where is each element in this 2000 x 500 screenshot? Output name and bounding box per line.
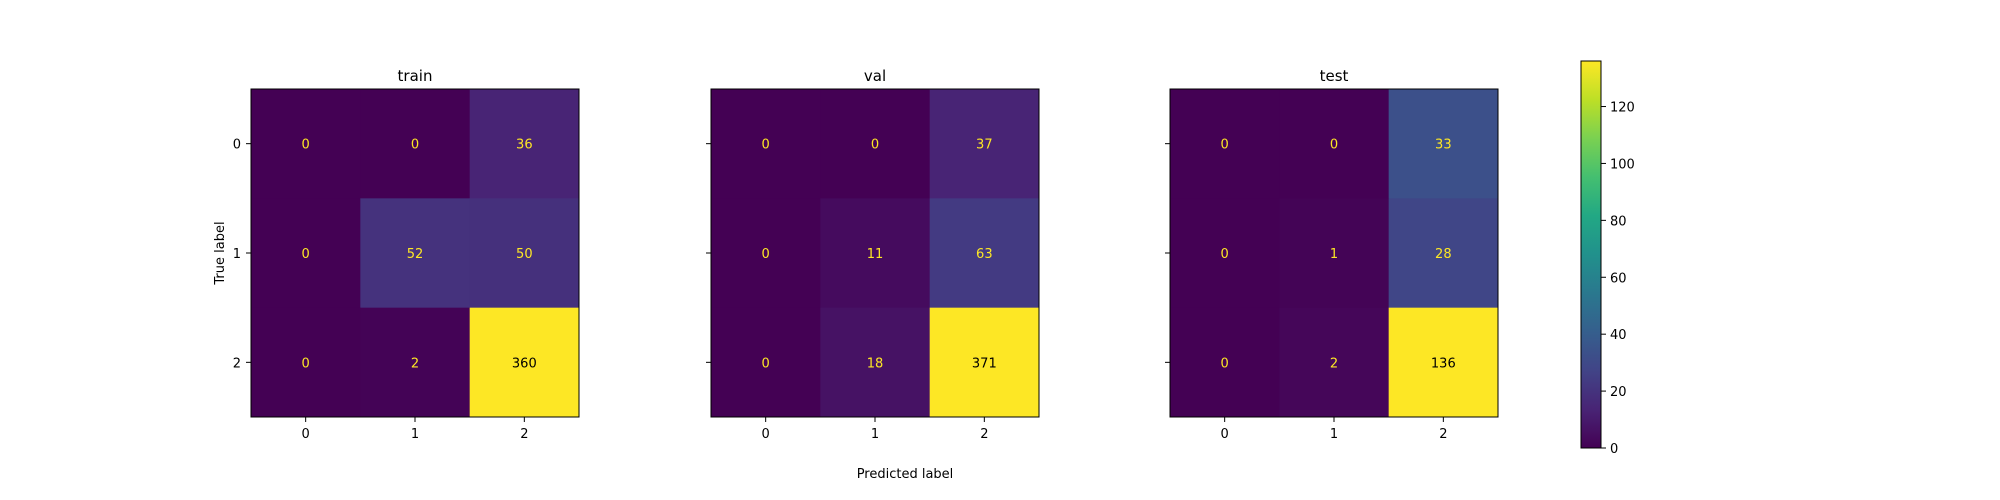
cell-value: 36 [516, 138, 533, 153]
colorbar-tick-label: 100 [1610, 157, 1635, 172]
heatmap-cell [360, 307, 471, 418]
cell-value: 52 [407, 247, 424, 262]
panel-val: 0 0 37 0 11 63 0 18 371 val 0 1 2 [706, 67, 1040, 442]
heatmap-cell [820, 198, 931, 309]
colorbar-tick-label: 120 [1610, 101, 1635, 116]
x-axis-label: Predicted label [857, 467, 954, 482]
cell-value: 2 [411, 356, 419, 371]
panel-title: train [398, 67, 433, 85]
x-tick-label: 0 [302, 427, 310, 442]
heatmap-cell [469, 307, 580, 418]
cell-value: 371 [972, 356, 997, 371]
colorbar-gradient [1580, 60, 1602, 449]
y-axis-label: True label [213, 221, 228, 285]
heatmap-cell [251, 89, 361, 199]
cell-value: 18 [867, 356, 884, 371]
panel-title: val [864, 67, 886, 85]
cell-value: 0 [302, 247, 310, 262]
heatmap-cell [1170, 89, 1280, 199]
heatmap-cell [1388, 89, 1499, 199]
heatmap-cell [820, 307, 931, 418]
heatmap-cell [469, 89, 580, 199]
cell-value: 63 [976, 247, 993, 262]
cell-value: 0 [1330, 138, 1338, 153]
heatmap-cell [929, 307, 1040, 418]
heatmap-cell [360, 198, 471, 309]
cell-value: 0 [411, 138, 419, 153]
x-tick-label: 1 [871, 427, 879, 442]
cell-value: 0 [762, 247, 770, 262]
cell-value: 0 [302, 356, 310, 371]
cell-value: 0 [762, 138, 770, 153]
heatmap-cell [251, 307, 361, 418]
x-tick-label: 0 [1221, 427, 1229, 442]
cell-value: 0 [762, 356, 770, 371]
colorbar-tick-label: 40 [1610, 328, 1627, 343]
heatmap-cell [1279, 89, 1390, 199]
cell-value: 136 [1431, 356, 1456, 371]
heatmap-cell [469, 198, 580, 309]
cell-value: 37 [976, 138, 993, 153]
cell-value: 0 [302, 138, 310, 153]
heatmap-cell [1279, 198, 1390, 309]
y-tick-label: 2 [233, 356, 241, 371]
cell-value: 11 [867, 247, 884, 262]
heatmap-cell [1388, 307, 1499, 418]
heatmap-cell [1170, 198, 1280, 309]
heatmap-cell [820, 89, 931, 199]
colorbar-tick-label: 0 [1610, 442, 1618, 457]
heatmap-cell [711, 307, 821, 418]
colorbar: 0 20 40 60 80 100 120 [1580, 60, 1635, 457]
x-tick-label: 2 [1439, 427, 1447, 442]
cell-value: 0 [1221, 356, 1229, 371]
cell-value: 33 [1435, 138, 1452, 153]
heatmap-cell [711, 198, 821, 309]
cell-value: 50 [516, 247, 533, 262]
cell-value: 28 [1435, 247, 1452, 262]
x-tick-label: 1 [1330, 427, 1338, 442]
heatmap-cell [929, 198, 1040, 309]
panel-test: 0 0 33 0 1 28 0 2 136 test 0 1 2 [1165, 67, 1499, 442]
heatmap-cell [1388, 198, 1499, 309]
x-tick-label: 1 [411, 427, 419, 442]
x-tick-label: 0 [762, 427, 770, 442]
cell-value: 0 [1221, 138, 1229, 153]
cell-value: 1 [1330, 247, 1338, 262]
heatmap-cell [1170, 307, 1280, 418]
colorbar-tick-label: 80 [1610, 214, 1627, 229]
heatmap-cell [251, 198, 361, 309]
colorbar-tick-label: 60 [1610, 271, 1627, 286]
x-tick-label: 2 [980, 427, 988, 442]
heatmap-cell [360, 89, 471, 199]
colorbar-tick-label: 20 [1610, 385, 1627, 400]
cell-value: 0 [1221, 247, 1229, 262]
panel-title: test [1320, 67, 1349, 85]
heatmap-cell [711, 89, 821, 199]
heatmap-cell [1279, 307, 1390, 418]
y-tick-label: 0 [233, 138, 241, 153]
y-tick-label: 1 [233, 247, 241, 262]
cell-value: 2 [1330, 356, 1338, 371]
x-tick-label: 2 [520, 427, 528, 442]
cell-value: 360 [512, 356, 537, 371]
heatmap-cell [929, 89, 1040, 199]
cell-value: 0 [871, 138, 879, 153]
